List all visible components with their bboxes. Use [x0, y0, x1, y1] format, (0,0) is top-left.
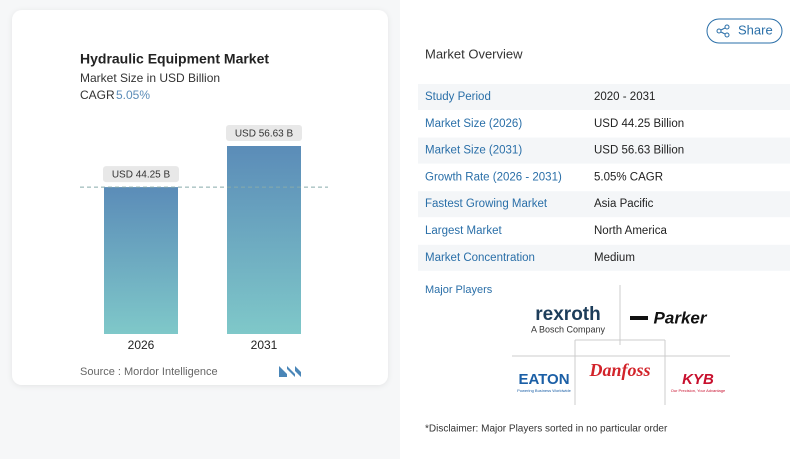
cagr-value: 5.05% [116, 88, 150, 102]
players-title: Major Players [425, 284, 493, 296]
row-label: Fastest Growing Market [425, 198, 548, 210]
row-stripe [418, 191, 790, 218]
eaton-logo: EATON [518, 371, 569, 388]
share-label[interactable]: Share [738, 22, 773, 37]
logo-grid [512, 285, 730, 405]
value-label-pill [226, 125, 302, 141]
danfoss-logo: Danfoss [588, 360, 650, 380]
rexroth-sub: A Bosch Company [531, 324, 606, 334]
bar [104, 187, 178, 334]
chart-title: Hydraulic Equipment Market [80, 51, 269, 67]
kyb-logo: KYB [682, 371, 714, 388]
row-value: USD 56.63 Billion [594, 145, 684, 157]
row-stripe [418, 137, 790, 164]
share-button[interactable]: Share [706, 18, 783, 44]
x-tick-label: 2026 [128, 338, 155, 352]
value-label-pill [103, 166, 179, 183]
row-label: Market Concentration [425, 252, 535, 264]
share-icon [716, 24, 730, 38]
overview-panel [400, 0, 800, 459]
row-label: Market Size (2026) [425, 118, 522, 130]
row-value: Medium [594, 252, 635, 264]
source: Source : Mordor Intelligence [80, 366, 218, 378]
x-tick-label: 2031 [251, 338, 278, 352]
row-value: Asia Pacific [594, 198, 654, 210]
kyb-sub: Our Precision, Your Advantage [671, 388, 726, 393]
cagr-label: CAGR [80, 88, 115, 102]
rexroth-logo: rexroth [535, 304, 600, 325]
overview-title: Market Overview [425, 46, 523, 61]
parker-bar [630, 316, 648, 320]
row-stripe [418, 244, 790, 271]
row-label: Largest Market [425, 225, 503, 237]
value-label: USD 56.63 B [235, 129, 294, 140]
row-value: USD 44.25 Billion [594, 118, 684, 130]
row-stripe [418, 84, 790, 110]
row-value: North America [594, 225, 667, 237]
eaton-sub: Powering Business Worldwide [517, 388, 572, 393]
chart-subtitle: Market Size in USD Billion [80, 71, 220, 85]
value-label: USD 44.25 B [112, 170, 171, 181]
bar [227, 146, 301, 334]
row-label: Growth Rate (2026 - 2031) [425, 171, 562, 183]
row-label: Study Period [425, 91, 491, 103]
disclaimer: *Disclaimer: Major Players sorted in no … [425, 424, 668, 435]
parker-logo: Parker [654, 308, 708, 327]
row-value: 5.05% CAGR [594, 171, 663, 183]
source-logo [279, 366, 301, 377]
row-label: Market Size (2031) [425, 145, 522, 157]
row-value: 2020 - 2031 [594, 91, 655, 103]
